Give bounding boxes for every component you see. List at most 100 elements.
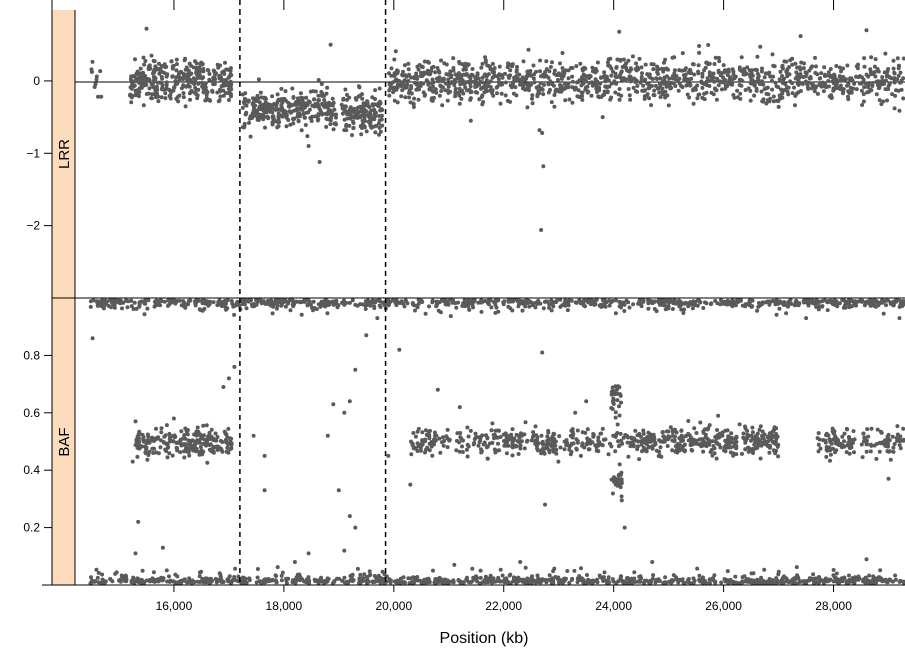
lrr-point [488,67,493,72]
baf-point [233,566,238,571]
lrr-point [626,87,631,91]
lrr-point [660,66,665,71]
lrr-point [406,61,411,66]
lrr-point [496,77,501,82]
baf-point [842,303,847,308]
baf-point [479,309,484,314]
baf-point [622,309,627,313]
lrr-point [537,128,542,133]
lrr-point [362,124,367,129]
baf-point [492,432,497,437]
baf-point [165,455,170,460]
baf-point [438,450,443,455]
lrr-point [748,98,753,103]
baf-point [680,436,685,441]
lrr-point [378,129,383,134]
baf-point [540,350,545,355]
lrr-point [639,78,644,83]
baf-point [197,449,202,454]
baf-point [344,580,349,585]
lrr-point [223,60,227,65]
lrr-point [148,66,153,71]
baf-point [682,307,687,312]
baf-point [580,441,585,446]
baf-point [479,449,484,454]
lrr-point [752,82,757,87]
baf-point [159,430,164,435]
lrr-point [552,104,557,109]
baf-point [619,438,624,443]
lrr-point [204,98,209,102]
baf-point [653,580,658,585]
lrr-point [437,93,442,98]
baf-point [154,450,159,455]
baf-point [375,316,380,321]
lrr-point [826,70,831,75]
baf-point [427,433,432,438]
baf-point [686,419,691,423]
lrr-point [431,64,436,69]
lrr-point [526,86,531,91]
baf-point [661,439,666,444]
lrr-point [468,96,473,101]
baf-point [110,301,115,306]
lrr-point [784,59,789,64]
baf-point [465,578,469,583]
lrr-point [373,114,378,119]
baf-point [131,307,136,311]
lrr-point [652,88,657,93]
lrr-point [672,68,677,73]
baf-point [641,428,646,433]
baf-point [698,437,703,442]
baf-point [816,307,821,312]
baf-point [96,570,101,575]
baf-point [658,302,662,307]
lrr-point [868,67,873,72]
lrr-point [403,73,408,78]
lrr-point [845,63,850,68]
baf-point [303,298,308,303]
baf-point [493,450,498,455]
lrr-point [713,87,718,92]
lrr-point [735,88,740,93]
lrr-point [399,80,404,85]
lrr-point [353,111,358,116]
baf-point [336,488,341,493]
baf-point [466,434,471,439]
baf-point [492,300,496,304]
lrr-point [521,75,525,80]
baf-point [678,443,682,448]
baf-point [434,303,439,308]
baf-point [605,579,610,584]
lrr-point [150,96,154,101]
lrr-point [647,96,652,101]
baf-point [738,298,743,302]
lrr-point [782,76,786,81]
lrr-point [890,92,895,97]
baf-point [502,299,507,304]
baf-point [554,451,559,456]
lrr-point [340,106,345,111]
lrr-point [473,85,478,89]
lrr-point [187,61,192,66]
baf-point [767,431,772,436]
lrr-point [704,60,709,65]
lrr-point [445,72,450,77]
lrr-point [778,94,783,99]
baf-point [445,445,450,450]
lrr-point [201,85,206,90]
baf-point [147,440,151,445]
baf-point [451,578,456,583]
baf-point [686,438,691,443]
baf-point [629,576,634,581]
baf-point [535,573,540,578]
baf-point [178,450,183,455]
baf-point [299,312,304,317]
baf-point [864,557,869,562]
baf-point [747,433,752,438]
lrr-point [594,86,599,91]
baf-point [156,435,161,440]
baf-point [441,435,445,440]
lrr-point [726,81,731,86]
baf-point [516,579,520,584]
